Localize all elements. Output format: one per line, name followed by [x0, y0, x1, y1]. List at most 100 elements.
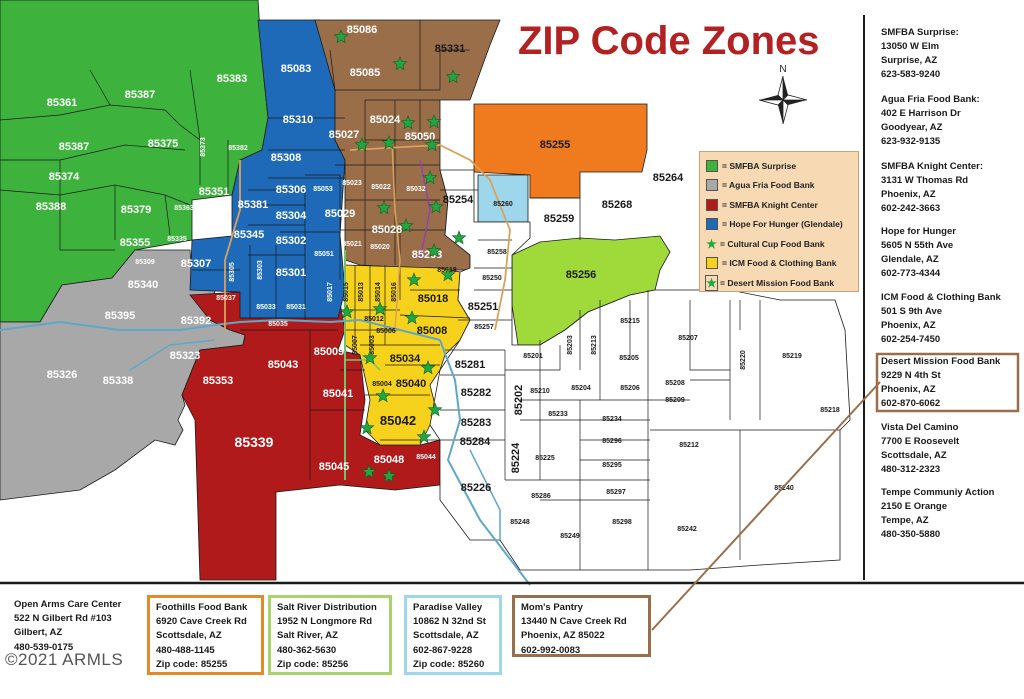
- zip-85004: 85004: [372, 381, 392, 388]
- entry-city: Goodyear, AZ: [881, 122, 943, 133]
- desert-mission-highlight: [875, 352, 1020, 413]
- entry-name: ICM Food & Clothing Bank: [881, 292, 1001, 303]
- bottom-entry-moms-pantry: Mom's Pantry 13440 N Cave Creek Rd Phoen…: [512, 595, 651, 657]
- sidebar-entry-vista-del-camino: Vista Del Camino 7700 E Roosevelt Scotts…: [881, 421, 1021, 477]
- zip-85381: 85381: [238, 199, 269, 211]
- zip-85234: 85234: [602, 416, 622, 423]
- entry-name: Foothills Food Bank: [156, 602, 248, 613]
- zip-85254: 85254: [443, 194, 474, 206]
- entry-address: 522 N Gilbert Rd #103: [14, 613, 112, 625]
- legend-label: = SMFBA Knight Center: [722, 199, 818, 210]
- entry-address: 5605 N 55th Ave: [881, 240, 954, 251]
- entry-address: 9229 N 4th St: [881, 370, 941, 381]
- bottom-entry-foothills: Foothills Food Bank 6920 Cave Creek Rd S…: [147, 595, 264, 675]
- zip-85305: 85305: [229, 262, 236, 282]
- legend-swatch-gray: [706, 179, 718, 192]
- zip-85286: 85286: [531, 493, 551, 500]
- zip-85053: 85053: [313, 186, 333, 193]
- zip-85018: 85018: [418, 293, 449, 305]
- entry-name: Paradise Valley: [413, 602, 483, 613]
- sidebar-entry-agua-fria: Agua Fria Food Bank: 402 E Harrison Dr G…: [881, 93, 1021, 149]
- zip-85306: 85306: [276, 184, 307, 196]
- zip-85048: 85048: [374, 454, 405, 466]
- sidebar-entry-tempe: Tempe Communiy Action 2150 E Orange Temp…: [881, 486, 1021, 542]
- sidebar-entry-icm: ICM Food & Clothing Bank 501 S 9th Ave P…: [881, 291, 1021, 347]
- bottom-entry-open-arms: Open Arms Care Center 522 N Gilbert Rd #…: [8, 595, 144, 658]
- entry-phone: 623-932-9135: [881, 136, 941, 147]
- legend-row-desert-mission: ★ = Desert Mission Food Bank: [705, 273, 852, 293]
- zip-85213: 85213: [591, 335, 598, 355]
- zip-85339: 85339: [235, 434, 274, 450]
- zip-85323: 85323: [170, 350, 201, 362]
- zip-85331: 85331: [435, 43, 466, 55]
- entry-address: 13050 W Elm: [881, 41, 940, 52]
- zip-85282: 85282: [461, 387, 492, 399]
- zip-85335: 85335: [167, 236, 187, 243]
- star-icon: [406, 272, 422, 287]
- entry-name: SMFBA Surprise:: [881, 27, 959, 38]
- entry-phone: 602-867-9228: [413, 644, 473, 656]
- zip-85028: 85028: [372, 224, 403, 236]
- entry-city: Salt River, AZ: [277, 630, 338, 642]
- entry-zip: Zip code: 85256: [277, 658, 349, 670]
- legend: = SMFBA Surprise = Agua Fria Food Bank =…: [699, 151, 859, 292]
- zip-85032: 85032: [406, 186, 426, 193]
- zip-85248: 85248: [510, 519, 530, 526]
- zip-85268: 85268: [602, 199, 633, 211]
- zone-85255: [473, 103, 648, 199]
- zip-85298: 85298: [612, 519, 632, 526]
- zip-85387-north: 85387: [125, 89, 156, 101]
- zip-85210: 85210: [530, 388, 550, 395]
- entry-zip: Zip code: 85255: [156, 658, 228, 670]
- zip-85387-south: 85387: [59, 141, 90, 153]
- zip-85258: 85258: [487, 249, 507, 256]
- compass-icon: N: [758, 64, 808, 125]
- zip-85044: 85044: [416, 454, 436, 461]
- zip-85308: 85308: [271, 152, 302, 164]
- zip-85297: 85297: [606, 489, 626, 496]
- star-icon: [361, 464, 377, 479]
- zip-85257: 85257: [474, 324, 494, 331]
- zip-85375: 85375: [148, 138, 179, 150]
- entry-phone: 602-254-7450: [881, 334, 941, 345]
- zip-85310: 85310: [283, 114, 314, 126]
- zip-85226: 85226: [461, 482, 492, 494]
- star-icon: [427, 402, 443, 417]
- entry-address: 10862 N 32nd St: [413, 616, 486, 628]
- zip-85203: 85203: [567, 335, 574, 355]
- entry-phone: 602-870-6062: [881, 398, 941, 409]
- entry-address: 1952 N Longmore Rd: [277, 616, 373, 628]
- legend-row-agua-fria: = Agua Fria Food Bank: [706, 176, 852, 196]
- zip-85023: 85023: [342, 180, 362, 187]
- compass-north-label: N: [779, 64, 786, 75]
- zip-85209: 85209: [665, 397, 685, 404]
- zip-85388: 85388: [36, 201, 67, 213]
- star-icon: [445, 69, 461, 84]
- entry-address: 501 S 9th Ave: [881, 306, 943, 317]
- zip-85021: 85021: [342, 241, 362, 248]
- zip-85351: 85351: [199, 186, 230, 198]
- zip-85392: 85392: [181, 315, 212, 327]
- legend-label: = Desert Mission Food Bank: [720, 277, 835, 288]
- star-icon: [416, 429, 432, 444]
- entry-name: Hope for Hunger: [881, 226, 956, 237]
- entry-phone: 480-312-2323: [881, 464, 941, 475]
- zip-85307: 85307: [181, 258, 212, 270]
- legend-label: = Cultural Cup Food Bank: [720, 238, 825, 249]
- star-icon: [404, 310, 420, 325]
- star-icon: [359, 420, 375, 435]
- zip-85281: 85281: [455, 359, 486, 371]
- zip-85035: 85035: [268, 321, 288, 328]
- zip-85224: 85224: [510, 442, 522, 473]
- entry-name: Desert Mission Food Bank: [881, 356, 1001, 367]
- zip-85233: 85233: [548, 411, 568, 418]
- zip-85207: 85207: [678, 335, 698, 342]
- zip-boundaries: [0, 20, 840, 570]
- zip-85051: 85051: [314, 251, 334, 258]
- zip-85045: 85045: [319, 461, 350, 473]
- zip-85301: 85301: [276, 267, 307, 279]
- zip-85031: 85031: [286, 304, 306, 311]
- zip-85309: 85309: [135, 259, 155, 266]
